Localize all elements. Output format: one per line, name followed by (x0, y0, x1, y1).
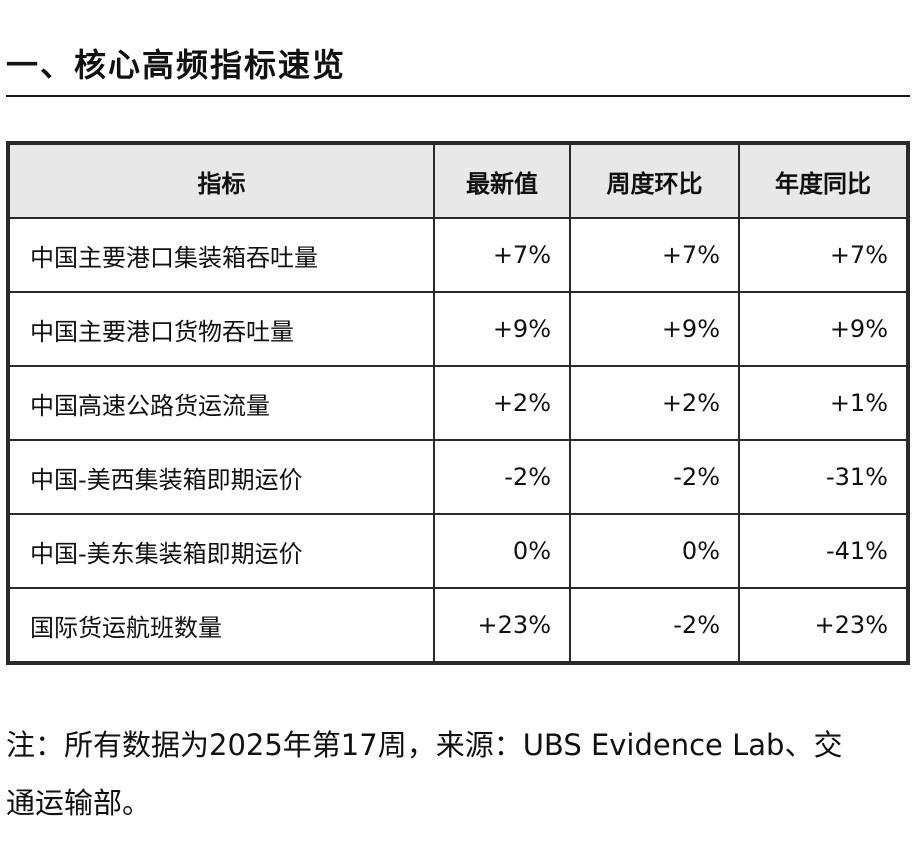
latest-value: 0% (433, 513, 571, 589)
indicator-table-container: 指标 最新值 周度环比 年度同比 中国主要港口集装箱吞吐量 +7% +7% +7… (6, 141, 910, 665)
table-row: 中国-美东集装箱即期运价 0% 0% -41% (10, 513, 906, 589)
week-over-week-value: -2% (569, 587, 740, 661)
indicator-name: 中国-美东集装箱即期运价 (10, 513, 435, 589)
year-over-year-value: +9% (738, 291, 906, 367)
source-note: 注：所有数据为2025年第17周，来源：UBS Evidence Lab、交通运… (6, 728, 843, 820)
week-over-week-value: -2% (569, 439, 740, 515)
latest-value: +9% (433, 291, 571, 367)
indicator-name: 中国主要港口货物吞吐量 (10, 291, 435, 367)
year-over-year-value: -41% (738, 513, 906, 589)
week-over-week-value: +2% (569, 365, 740, 441)
year-over-year-value: -31% (738, 439, 906, 515)
table-row: 中国高速公路货运流量 +2% +2% +1% (10, 365, 906, 441)
header-indicator: 指标 (10, 145, 435, 219)
latest-value: +23% (433, 587, 571, 661)
week-over-week-value: +7% (569, 217, 740, 293)
year-over-year-value: +1% (738, 365, 906, 441)
latest-value: +7% (433, 217, 571, 293)
latest-value: +2% (433, 365, 571, 441)
indicator-name: 中国高速公路货运流量 (10, 365, 435, 441)
week-over-week-value: 0% (569, 513, 740, 589)
table-row: 中国-美西集装箱即期运价 -2% -2% -31% (10, 439, 906, 515)
year-over-year-value: +7% (738, 217, 906, 293)
table-header-row: 指标 最新值 周度环比 年度同比 (10, 145, 906, 219)
week-over-week-value: +9% (569, 291, 740, 367)
heading-divider (6, 95, 910, 97)
table-row: 国际货运航班数量 +23% -2% +23% (10, 587, 906, 661)
indicator-name: 国际货运航班数量 (10, 587, 435, 661)
header-year-over-year: 年度同比 (738, 145, 906, 219)
latest-value: -2% (433, 439, 571, 515)
section-heading: 一、核心高频指标速览 (6, 46, 347, 84)
header-week-over-week: 周度环比 (569, 145, 740, 219)
header-latest-value: 最新值 (433, 145, 571, 219)
indicator-name: 中国-美西集装箱即期运价 (10, 439, 435, 515)
indicator-table: 指标 最新值 周度环比 年度同比 中国主要港口集装箱吞吐量 +7% +7% +7… (10, 145, 906, 661)
table-row: 中国主要港口货物吞吐量 +9% +9% +9% (10, 291, 906, 367)
indicator-name: 中国主要港口集装箱吞吐量 (10, 217, 435, 293)
year-over-year-value: +23% (738, 587, 906, 661)
table-row: 中国主要港口集装箱吞吐量 +7% +7% +7% (10, 217, 906, 293)
